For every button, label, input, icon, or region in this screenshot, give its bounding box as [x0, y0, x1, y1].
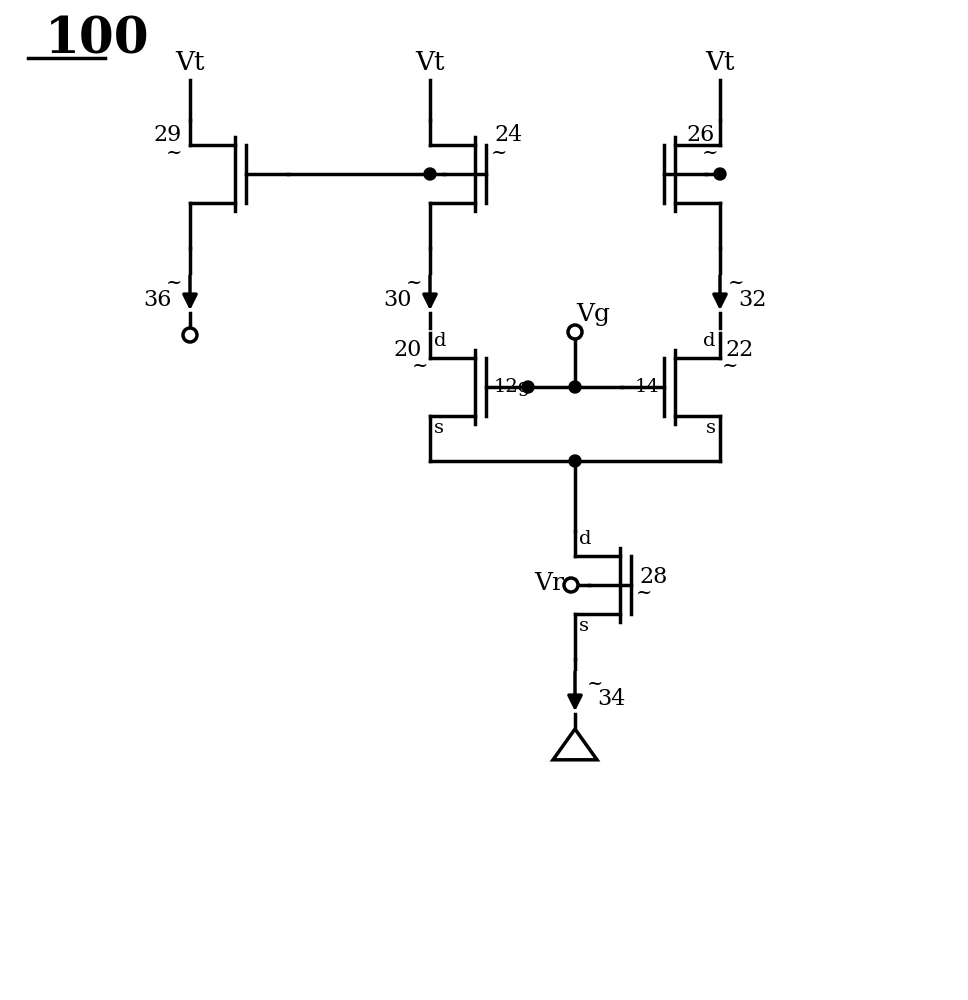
- Text: g: g: [564, 574, 577, 592]
- Text: Vt: Vt: [175, 50, 205, 76]
- Text: ~: ~: [406, 274, 422, 292]
- Text: Vg: Vg: [576, 302, 610, 326]
- Circle shape: [569, 381, 581, 393]
- Text: 28: 28: [639, 566, 667, 588]
- Text: ~: ~: [636, 584, 652, 602]
- Text: ~: ~: [166, 144, 182, 162]
- Circle shape: [714, 168, 726, 180]
- Text: 34: 34: [597, 688, 625, 710]
- Circle shape: [183, 328, 197, 342]
- Circle shape: [569, 455, 581, 467]
- Text: ~: ~: [728, 274, 744, 292]
- Text: 22: 22: [725, 339, 753, 361]
- Text: 20: 20: [394, 339, 422, 361]
- Text: 29: 29: [154, 124, 182, 146]
- Text: s: s: [706, 419, 716, 437]
- Text: d: d: [579, 530, 591, 548]
- Text: ~: ~: [166, 274, 182, 292]
- Text: Vr: Vr: [534, 572, 564, 594]
- Text: 100: 100: [45, 15, 150, 64]
- Text: 24: 24: [494, 124, 523, 146]
- Text: Vt: Vt: [415, 50, 444, 76]
- Text: 12g: 12g: [494, 378, 531, 396]
- Text: Vt: Vt: [706, 50, 735, 76]
- Circle shape: [564, 578, 578, 592]
- Text: ~: ~: [722, 357, 739, 375]
- Text: 30: 30: [383, 289, 412, 311]
- Text: ~: ~: [411, 357, 428, 375]
- Text: ~: ~: [587, 675, 603, 693]
- Text: s: s: [434, 419, 444, 437]
- Text: 14: 14: [634, 378, 659, 396]
- Circle shape: [424, 168, 436, 180]
- Text: d: d: [704, 332, 716, 350]
- Text: 32: 32: [738, 289, 767, 311]
- Text: ~: ~: [702, 144, 718, 162]
- Circle shape: [568, 325, 582, 339]
- Text: s: s: [579, 617, 589, 635]
- Text: d: d: [434, 332, 446, 350]
- Text: 36: 36: [143, 289, 172, 311]
- Text: 26: 26: [686, 124, 715, 146]
- Text: ~: ~: [491, 144, 507, 162]
- Circle shape: [522, 381, 534, 393]
